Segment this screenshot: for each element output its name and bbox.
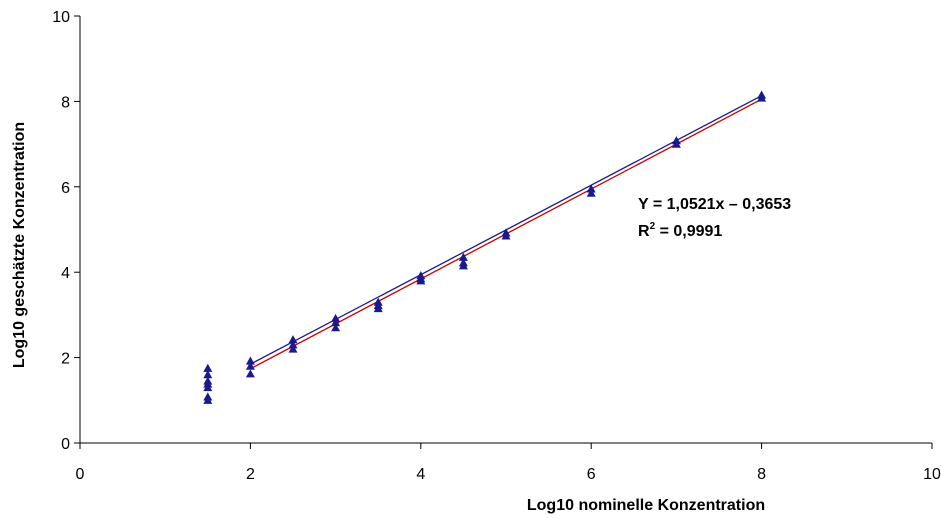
data-point-marker xyxy=(245,369,255,378)
x-tick-label: 4 xyxy=(416,466,425,483)
plot-area: 0 2 4 6 8 10 0 2 4 6 8 10 xyxy=(52,9,941,483)
data-point-marker xyxy=(757,93,767,102)
y-tick-label: 0 xyxy=(61,436,70,453)
x-tick-label: 8 xyxy=(757,466,766,483)
y-tick-label: 10 xyxy=(52,9,70,26)
x-tick-label: 6 xyxy=(587,466,596,483)
data-point-marker xyxy=(671,139,681,148)
data-point-marker xyxy=(331,318,341,327)
y-axis-ticks: 0 2 4 6 8 10 xyxy=(52,9,80,453)
data-point-marker xyxy=(458,252,468,261)
data-point-marker xyxy=(586,184,596,193)
data-point-marker xyxy=(203,363,213,372)
x-tick-label: 0 xyxy=(76,466,85,483)
data-point-marker xyxy=(203,370,213,379)
data-point-marker xyxy=(245,361,255,370)
data-point-marker xyxy=(331,323,341,332)
r-squared-value: = 0,9991 xyxy=(655,223,722,240)
y-tick-label: 8 xyxy=(61,94,70,111)
data-point-marker xyxy=(203,395,213,404)
x-tick-label: 2 xyxy=(246,466,255,483)
trendline-equation: Y = 1,0521x – 0,3653 xyxy=(638,196,791,213)
data-point-marker xyxy=(331,313,341,322)
y-tick-label: 2 xyxy=(61,351,70,368)
x-axis-title: Log10 nominelle Konzentration xyxy=(527,497,765,514)
data-point-marker xyxy=(416,276,426,285)
data-point-marker xyxy=(501,231,511,240)
r-squared-prefix: R xyxy=(638,223,650,240)
r-squared-label: R2 = 0,9991 xyxy=(638,221,722,240)
r-squared-exponent: 2 xyxy=(650,221,656,232)
data-points xyxy=(203,90,767,404)
y-tick-label: 6 xyxy=(61,180,70,197)
data-point-marker xyxy=(245,356,255,365)
data-point-marker xyxy=(458,261,468,270)
data-point-marker xyxy=(288,335,298,344)
data-point-marker xyxy=(288,344,298,353)
data-point-marker xyxy=(203,382,213,392)
data-point-marker xyxy=(586,188,596,197)
data-point-marker xyxy=(288,340,298,349)
x-axis-ticks: 0 2 4 6 8 10 xyxy=(76,443,941,483)
y-tick-label: 4 xyxy=(61,265,70,282)
x-tick-label: 10 xyxy=(923,466,941,483)
data-point-marker xyxy=(373,303,383,313)
y-axis-title: Log10 geschätzte Konzentration xyxy=(11,122,28,368)
